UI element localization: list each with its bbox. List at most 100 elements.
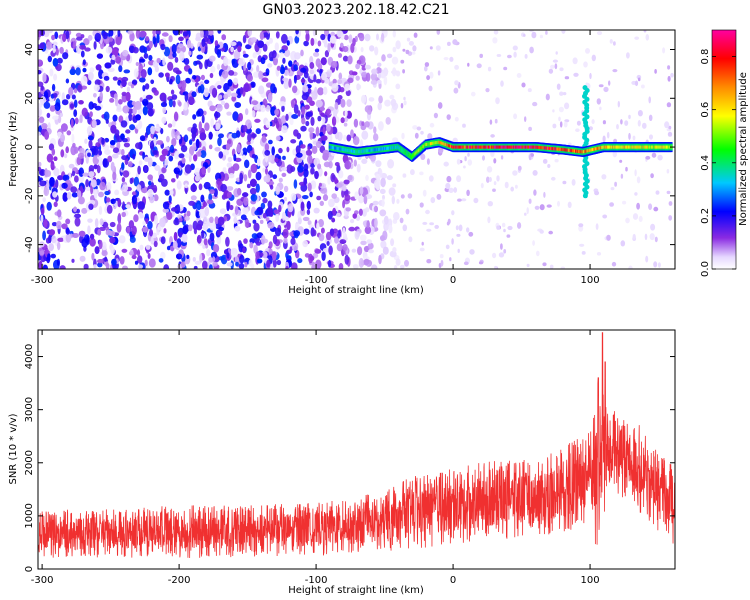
noise-cell — [80, 50, 85, 58]
sparse-cell — [493, 158, 497, 164]
noise-cell — [159, 217, 166, 228]
y-tick-label: 20 — [24, 92, 35, 105]
noise-cell — [245, 44, 252, 50]
noise-cell — [247, 169, 252, 179]
noise-cell — [346, 134, 352, 142]
sparse-cell — [490, 134, 495, 138]
noise-cell — [337, 79, 343, 85]
noise-cell — [255, 171, 262, 181]
sparse-cell — [400, 59, 405, 64]
noise-cell — [144, 259, 148, 266]
noise-cell — [353, 118, 358, 128]
noise-cell — [147, 253, 151, 259]
sparse-cell — [526, 263, 530, 268]
noise-cell — [264, 143, 270, 152]
noise-cell — [268, 139, 273, 145]
sparse-cell — [649, 233, 655, 241]
noise-cell — [169, 78, 173, 84]
sparse-cell — [645, 255, 649, 263]
noise-cell — [202, 244, 206, 249]
noise-cell — [174, 150, 180, 160]
noise-cell — [273, 117, 278, 124]
noise-cell — [160, 251, 166, 260]
sparse-cell — [528, 154, 532, 161]
noise-cell — [129, 177, 133, 185]
noise-cell — [54, 31, 59, 40]
noise-cell — [290, 166, 296, 172]
noise-cell — [293, 74, 297, 84]
noise-cell — [203, 238, 208, 246]
noise-cell — [42, 264, 48, 269]
noise-cell — [338, 72, 343, 80]
sparse-cell — [479, 53, 484, 59]
noise-cell — [87, 34, 93, 41]
noise-cell — [210, 118, 214, 128]
sparse-cell — [466, 227, 470, 233]
noise-cell — [321, 227, 325, 234]
noise-cell — [199, 253, 203, 263]
sparse-cell — [555, 51, 558, 55]
noise-cell — [351, 248, 357, 253]
noise-cell — [135, 114, 141, 121]
noise-cell — [186, 39, 192, 49]
noise-cell — [215, 122, 221, 130]
noise-cell — [60, 133, 65, 143]
noise-cell — [46, 181, 50, 189]
sparse-cell — [562, 180, 567, 185]
noise-cell — [227, 139, 232, 145]
noise-cell — [112, 171, 117, 181]
sparse-cell — [419, 247, 425, 252]
noise-cell — [306, 209, 311, 216]
noise-cell — [347, 175, 353, 181]
noise-cell — [212, 244, 220, 253]
sparse-cell — [637, 120, 641, 127]
noise-cell — [310, 167, 315, 175]
noise-cell — [242, 207, 249, 215]
noise-cell — [188, 224, 193, 232]
noise-cell — [309, 191, 313, 198]
sparse-cell — [421, 241, 424, 246]
noise-cell — [68, 163, 75, 169]
noise-cell — [228, 70, 235, 76]
sparse-cell — [601, 174, 607, 180]
x-tick-label: 0 — [450, 275, 456, 286]
noise-cell — [178, 217, 183, 222]
sparse-cell — [666, 169, 670, 174]
noise-cell — [271, 50, 277, 59]
noise-cell — [188, 153, 192, 163]
noise-cell — [151, 161, 157, 167]
noise-cell — [194, 167, 201, 177]
noise-cell — [271, 251, 277, 261]
noise-cell — [375, 160, 382, 168]
snr-y-ticks: 0 1000 2000 3000 4000 — [24, 344, 675, 572]
noise-cell — [76, 36, 83, 41]
sparse-cell — [399, 217, 404, 224]
noise-cell — [220, 183, 228, 193]
noise-cell — [320, 135, 328, 141]
noise-cell — [217, 230, 223, 236]
sparse-cell — [438, 147, 444, 154]
noise-cell — [354, 191, 359, 200]
noise-cell — [344, 160, 352, 170]
noise-cell — [172, 188, 176, 197]
noise-cell — [345, 89, 351, 97]
noise-cell — [242, 154, 246, 160]
noise-cell — [104, 149, 111, 155]
sparse-cell — [412, 125, 418, 130]
noise-cell — [38, 59, 43, 67]
noise-cell — [39, 42, 45, 49]
noise-cell — [196, 234, 202, 244]
noise-cell — [99, 226, 106, 231]
sparse-cell — [461, 198, 467, 202]
noise-cell — [386, 53, 393, 59]
noise-cell — [265, 217, 270, 222]
noise-cell — [61, 182, 68, 189]
noise-cell — [327, 42, 331, 53]
noise-cell — [158, 258, 164, 263]
sparse-cell — [429, 222, 434, 226]
sparse-cell — [527, 88, 532, 93]
noise-cell — [55, 47, 59, 56]
noise-cell — [300, 125, 307, 132]
noise-cell — [366, 220, 370, 229]
noise-cell — [93, 264, 97, 269]
